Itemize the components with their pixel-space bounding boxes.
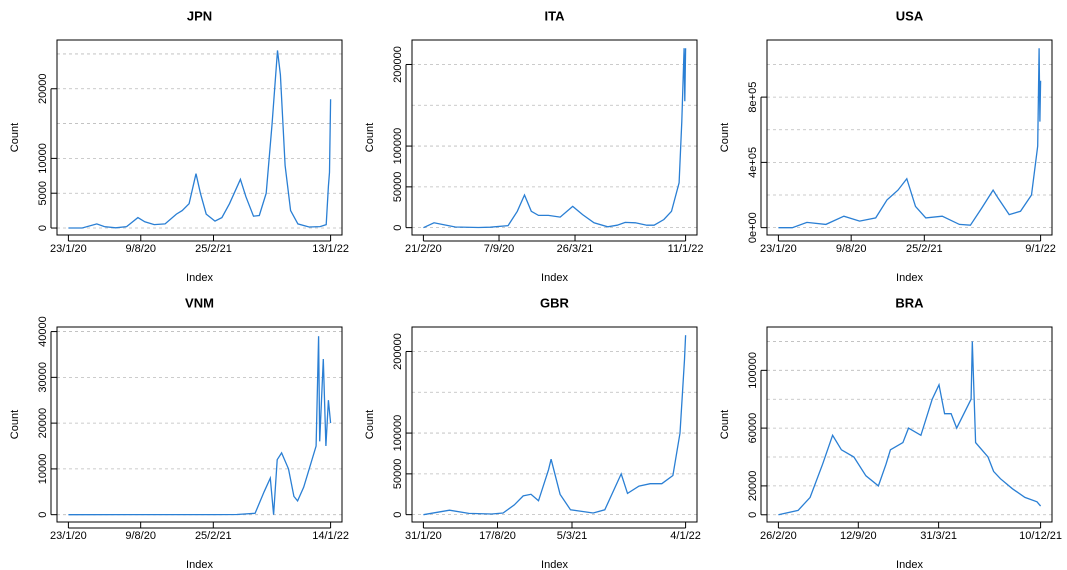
y-tick-label: 100000 <box>392 415 404 452</box>
y-tick-label: 10000 <box>37 454 49 485</box>
x-tick-label: 31/1/20 <box>405 530 442 542</box>
panel-title: BRA <box>895 295 924 310</box>
panel: ITA 0 50000 100000 200000 21/2/20 7/9/20 26/3/2… <box>364 8 704 283</box>
plot-box <box>766 326 1053 523</box>
x-tick-label: 23/1/20 <box>760 243 797 255</box>
y-axis-label: Count <box>364 123 376 152</box>
y-tick-label: 0 <box>392 225 404 231</box>
panel: JPN 0 5000 10000 20000 23/1/20 9/8/20 25/2/21 13… <box>9 8 349 283</box>
x-tick-label: 25/2/21 <box>195 530 232 542</box>
x-tick-label: 9/1/22 <box>1025 243 1056 255</box>
panel-title: JPN <box>187 8 212 23</box>
series-line <box>423 48 687 229</box>
x-axis-label: Index <box>186 559 213 570</box>
x-tick-label: 25/2/21 <box>195 243 232 255</box>
y-axis-label: Count <box>9 410 21 439</box>
x-axis-label: Index <box>896 559 923 570</box>
y-tick-label: 4e+05 <box>747 147 759 178</box>
y-axis-label: Count <box>364 410 376 439</box>
y-tick-label: 0 <box>37 512 49 518</box>
x-tick-label: 7/9/20 <box>484 243 515 255</box>
x-tick-label: 9/8/20 <box>125 530 156 542</box>
panel-title: USA <box>896 8 924 23</box>
x-tick-label: 26/2/20 <box>760 530 797 542</box>
x-tick-label: 23/1/20 <box>50 243 87 255</box>
panel-title: GBR <box>540 295 570 310</box>
series-line <box>778 341 1042 516</box>
y-tick-label: 0 <box>37 225 49 231</box>
x-tick-label: 14/1/22 <box>312 530 349 542</box>
panel-title: VNM <box>185 295 214 310</box>
series-line <box>68 50 332 229</box>
series-line <box>778 48 1042 229</box>
x-tick-label: 5/3/21 <box>557 530 588 542</box>
panel-title: ITA <box>545 8 566 23</box>
x-tick-label: 9/8/20 <box>125 243 156 255</box>
y-tick-label: 20000 <box>747 471 759 502</box>
y-tick-label: 200000 <box>392 46 404 83</box>
panel: USA 0e+00 4e+05 8e+05 23/1/20 9/8/20 25/2/21 9/… <box>719 8 1056 283</box>
x-axis-label: Index <box>541 559 568 570</box>
plot-box <box>411 326 698 523</box>
x-tick-label: 11/1/22 <box>668 243 704 255</box>
plot-box <box>56 39 343 236</box>
y-tick-label: 5000 <box>37 181 49 205</box>
y-tick-label: 0 <box>392 512 404 518</box>
x-axis-label: Index <box>186 272 213 284</box>
y-tick-label: 0e+00 <box>747 212 759 243</box>
y-tick-label: 100000 <box>392 128 404 165</box>
x-tick-label: 13/1/22 <box>312 243 349 255</box>
x-tick-label: 31/3/21 <box>920 530 957 542</box>
y-tick-label: 30000 <box>37 362 49 393</box>
y-tick-label: 8e+05 <box>747 82 759 113</box>
y-tick-label: 50000 <box>392 459 404 490</box>
y-tick-label: 200000 <box>392 333 404 370</box>
y-tick-label: 40000 <box>37 316 49 347</box>
x-tick-label: 25/2/21 <box>906 243 943 255</box>
y-axis-label: Count <box>719 123 731 152</box>
x-tick-label: 9/8/20 <box>836 243 867 255</box>
plot-box <box>411 39 698 236</box>
y-tick-label: 0 <box>747 512 759 518</box>
y-tick-label: 50000 <box>392 172 404 203</box>
x-tick-label: 23/1/20 <box>50 530 87 542</box>
series-line <box>423 335 687 516</box>
plot-box <box>766 39 1053 236</box>
y-tick-label: 100000 <box>747 352 759 389</box>
x-axis-label: Index <box>541 272 568 284</box>
x-tick-label: 10/12/21 <box>1019 530 1062 542</box>
panel: VNM 0 10000 20000 30000 40000 23/1/20 9/8/20 25/… <box>9 295 349 570</box>
x-tick-label: 17/8/20 <box>479 530 516 542</box>
y-tick-label: 60000 <box>747 413 759 444</box>
x-tick-label: 21/2/20 <box>405 243 442 255</box>
panel: GBR 0 50000 100000 200000 31/1/20 17/8/20 5/3/2… <box>364 295 701 570</box>
x-tick-label: 4/1/22 <box>670 530 701 542</box>
series-line <box>68 336 332 516</box>
y-tick-label: 20000 <box>37 408 49 439</box>
x-tick-label: 26/3/21 <box>557 243 594 255</box>
x-tick-label: 12/9/20 <box>840 530 877 542</box>
y-tick-label: 10000 <box>37 143 49 174</box>
plot-box <box>56 326 343 523</box>
y-axis-label: Count <box>9 123 21 152</box>
y-tick-label: 20000 <box>37 73 49 104</box>
panel: BRA 0 20000 60000 100000 26/2/20 12/9/20 31/3/2… <box>719 295 1062 570</box>
y-axis-label: Count <box>719 410 731 439</box>
x-axis-label: Index <box>896 272 923 284</box>
